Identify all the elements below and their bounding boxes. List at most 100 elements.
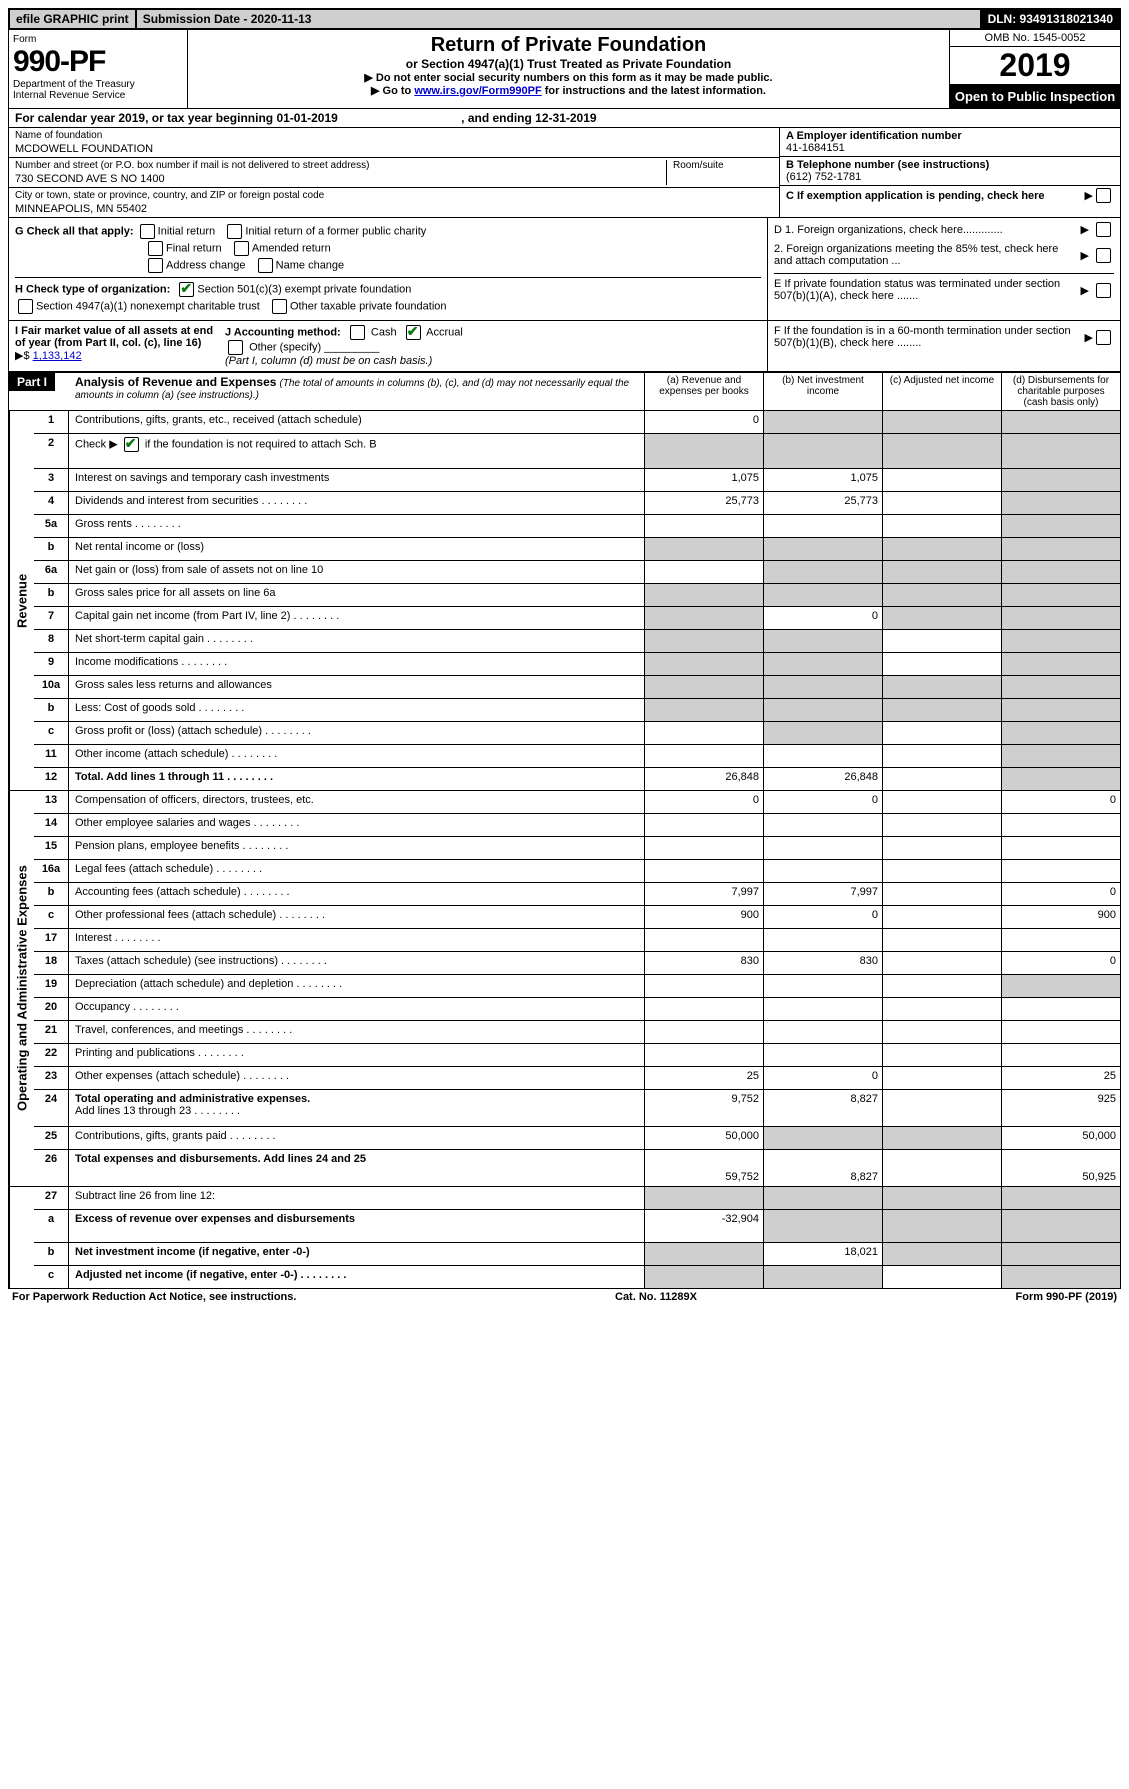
cell-a [644, 722, 763, 744]
chk-f[interactable] [1096, 330, 1111, 345]
instr-2: ▶ Go to www.irs.gov/Form990PF for instru… [192, 84, 945, 97]
cell-c [882, 1243, 1001, 1265]
phone-label: B Telephone number (see instructions) [786, 159, 1114, 171]
opt-final: Final return [166, 242, 222, 254]
cell-b: 0 [763, 607, 882, 629]
cell-b [763, 998, 882, 1020]
row-num: 17 [34, 929, 69, 951]
chk-cash[interactable] [350, 325, 365, 340]
cell-d [1001, 1243, 1120, 1265]
cell-c [882, 411, 1001, 433]
cell-b [763, 630, 882, 652]
city-label: City or town, state or province, country… [15, 190, 773, 201]
cell-a: 25 [644, 1067, 763, 1089]
cell-a [644, 929, 763, 951]
cell-a: 0 [644, 411, 763, 433]
chk-initial[interactable] [140, 224, 155, 239]
tax-year: 2019 [950, 47, 1120, 85]
cell-a [644, 837, 763, 859]
cell-a [644, 1021, 763, 1043]
chk-final[interactable] [148, 241, 163, 256]
row-num: 25 [34, 1127, 69, 1149]
cell-d [1001, 745, 1120, 767]
row-num: 27 [34, 1187, 69, 1209]
cell-d: 25 [1001, 1067, 1120, 1089]
cell-a: 830 [644, 952, 763, 974]
cell-c [882, 814, 1001, 836]
chk-e[interactable] [1096, 283, 1111, 298]
chk-schb[interactable] [124, 437, 139, 452]
row-desc: Contributions, gifts, grants paid [69, 1127, 644, 1149]
cell-b [763, 699, 882, 721]
row-num: 12 [34, 768, 69, 790]
row-num: 3 [34, 469, 69, 491]
cell-a [644, 561, 763, 583]
cell-b: 7,997 [763, 883, 882, 905]
cell-a [644, 814, 763, 836]
cell-c [882, 975, 1001, 997]
cell-b [763, 837, 882, 859]
h-label: H Check type of organization: [15, 283, 170, 295]
instr2-pre: ▶ Go to [371, 85, 414, 97]
cell-b [763, 434, 882, 468]
form-label: Form [13, 34, 183, 45]
chk-other-tax[interactable] [272, 299, 287, 314]
opt-name: Name change [276, 259, 345, 271]
cell-c [882, 1266, 1001, 1288]
cell-d [1001, 1210, 1120, 1242]
irs-link[interactable]: www.irs.gov/Form990PF [414, 85, 541, 97]
cell-b: 26,848 [763, 768, 882, 790]
row-num: c [34, 1266, 69, 1288]
cell-a: 7,997 [644, 883, 763, 905]
dept-treasury: Department of the Treasury [13, 79, 183, 90]
chk-other-method[interactable] [228, 340, 243, 355]
expenses-table: Operating and Administrative Expenses 13… [8, 791, 1121, 1187]
row-num: 1 [34, 411, 69, 433]
chk-accrual[interactable] [406, 325, 421, 340]
cell-c [882, 515, 1001, 537]
cell-b: 0 [763, 1067, 882, 1089]
chk-d1[interactable] [1096, 222, 1111, 237]
i-label: I Fair market value of all assets at end… [15, 325, 213, 349]
chk-initial-former[interactable] [227, 224, 242, 239]
cell-d [1001, 814, 1120, 836]
row-desc: Subtract line 26 from line 12: [69, 1187, 644, 1209]
cell-d [1001, 630, 1120, 652]
chk-address[interactable] [148, 258, 163, 273]
calendar-year-row: For calendar year 2019, or tax year begi… [8, 109, 1121, 128]
cell-c [882, 1150, 1001, 1186]
revenue-side-label: Revenue [9, 411, 34, 790]
exemption-checkbox[interactable] [1096, 188, 1111, 203]
chk-amended[interactable] [234, 241, 249, 256]
row-desc: Pension plans, employee benefits [69, 837, 644, 859]
cell-c [882, 745, 1001, 767]
cell-d [1001, 676, 1120, 698]
row-num: 14 [34, 814, 69, 836]
cell-b [763, 1187, 882, 1209]
row-desc: Taxes (attach schedule) (see instruction… [69, 952, 644, 974]
chk-name[interactable] [258, 258, 273, 273]
cell-d [1001, 1266, 1120, 1288]
cell-c [882, 768, 1001, 790]
chk-501c3[interactable] [179, 282, 194, 297]
e-label: E If private foundation status was termi… [774, 278, 1077, 302]
cell-c [882, 1067, 1001, 1089]
chk-4947[interactable] [18, 299, 33, 314]
cell-b [763, 561, 882, 583]
cell-d [1001, 722, 1120, 744]
cell-d [1001, 434, 1120, 468]
cell-a: 1,075 [644, 469, 763, 491]
form-subtitle: or Section 4947(a)(1) Trust Treated as P… [192, 57, 945, 71]
top-bar: efile GRAPHIC print Submission Date - 20… [8, 8, 1121, 30]
opt-initial-former: Initial return of a former public charit… [245, 225, 426, 237]
cell-b [763, 975, 882, 997]
opt-other-method: Other (specify) [249, 341, 321, 353]
cell-a [644, 1187, 763, 1209]
cell-a [644, 1044, 763, 1066]
cell-c [882, 492, 1001, 514]
cell-d [1001, 538, 1120, 560]
row-desc: Total expenses and disbursements. Add li… [69, 1150, 644, 1186]
cell-b: 18,021 [763, 1243, 882, 1265]
open-inspection: Open to Public Inspection [950, 85, 1120, 108]
chk-d2[interactable] [1096, 248, 1111, 263]
